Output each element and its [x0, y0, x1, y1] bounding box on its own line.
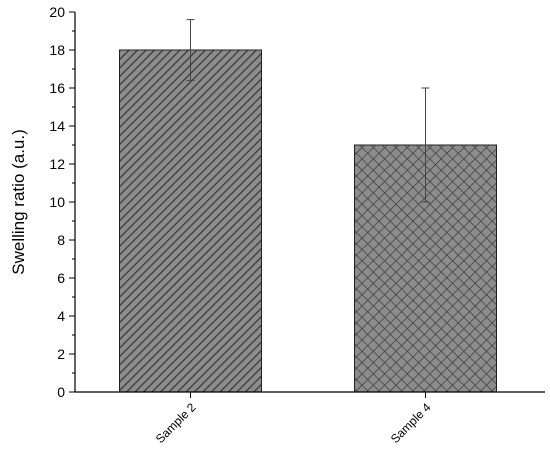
y-tick-label: 4	[57, 308, 65, 324]
x-tick-label: Sample 2	[153, 400, 199, 446]
x-tick-label: Sample 4	[388, 400, 434, 446]
y-tick-label: 2	[57, 346, 65, 362]
bars-layer	[119, 49, 497, 393]
y-tick-label: 20	[49, 4, 65, 20]
error-bar-sample-4	[421, 87, 430, 203]
y-tick-label: 16	[49, 80, 65, 96]
error-bar-sample-2	[186, 19, 195, 81]
y-tick-label: 6	[57, 270, 65, 286]
y-tick-label: 12	[49, 156, 65, 172]
y-tick-label: 14	[49, 118, 65, 134]
axes-layer	[69, 11, 545, 398]
error-bars-layer	[186, 19, 430, 203]
y-tick-label: 18	[49, 42, 65, 58]
y-axis-title: Swelling ratio (a.u.)	[9, 129, 28, 275]
y-tick-label: 8	[57, 232, 65, 248]
bar-sample-2	[119, 49, 262, 393]
y-tick-label: 10	[49, 194, 65, 210]
y-tick-label: 0	[57, 384, 65, 400]
